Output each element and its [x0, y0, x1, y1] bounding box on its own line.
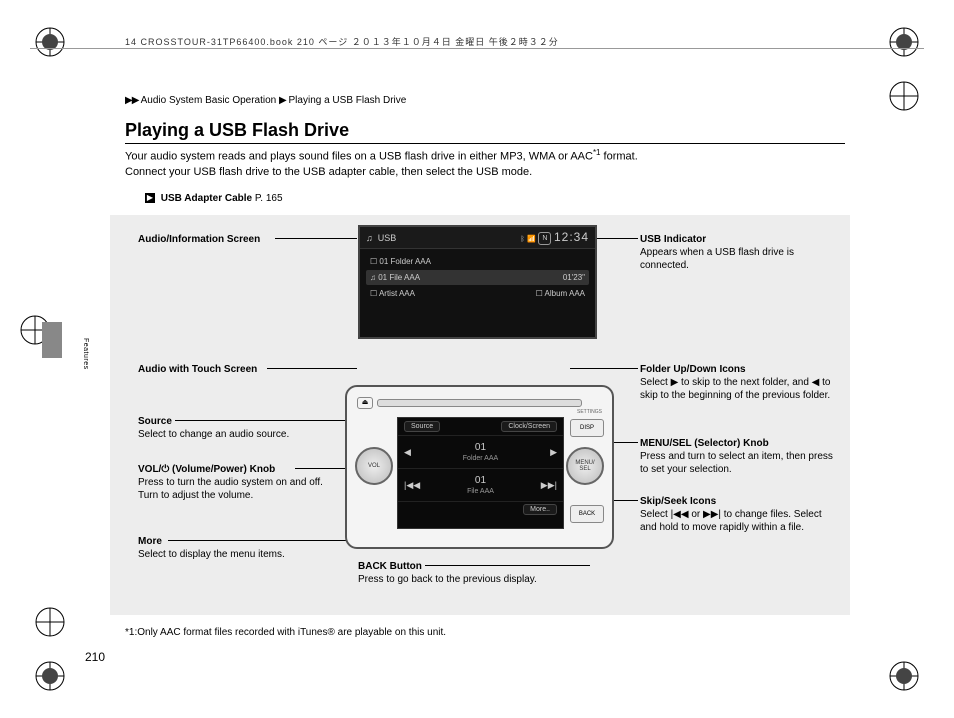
- leader-audio-info: [275, 238, 357, 239]
- screen1-row2-r: 01'23": [563, 273, 585, 282]
- file-number: 01: [467, 475, 494, 486]
- reference-label: USB Adapter Cable: [161, 193, 252, 204]
- breadcrumb-part1: Audio System Basic Operation: [141, 95, 277, 106]
- label-audio-info: Audio/Information Screen: [138, 233, 260, 246]
- figure-box: Audio/Information Screen Audio with Touc…: [110, 215, 850, 615]
- breadcrumb-arrow2: ▶: [279, 95, 286, 106]
- label-back: BACK Button Press to go back to the prev…: [358, 560, 608, 586]
- menu-sel-knob[interactable]: MENU/ SEL: [566, 447, 604, 485]
- crop-mark-left-3: [30, 602, 70, 642]
- breadcrumb-arrow1: ▶▶: [125, 95, 138, 106]
- disp-button[interactable]: DISP: [570, 419, 604, 437]
- folder-next-icon[interactable]: ▶: [550, 447, 557, 458]
- file-name: File AAA: [467, 488, 494, 495]
- settings-label: SETTINGS: [577, 409, 602, 415]
- page-number: 210: [85, 650, 105, 664]
- cd-slot: [377, 399, 582, 407]
- music-icon: ♫: [366, 233, 373, 243]
- skip-prev-icon[interactable]: |◀◀: [404, 480, 420, 491]
- leader-audio-touch: [267, 368, 357, 369]
- footnote: *1:Only AAC format files recorded with i…: [125, 627, 446, 638]
- back-button[interactable]: BACK: [570, 505, 604, 523]
- leader-back: [425, 565, 590, 566]
- touch-clock-button[interactable]: Clock/Screen: [501, 421, 557, 432]
- folder-prev-icon[interactable]: ◀: [404, 447, 411, 458]
- intro-line2: Connect your USB flash drive to the USB …: [125, 166, 532, 178]
- intro-line1: Your audio system reads and plays sound …: [125, 151, 593, 163]
- folder-name: Folder AAA: [463, 455, 498, 462]
- skip-next-icon[interactable]: ▶▶|: [541, 480, 557, 491]
- reference-link: ▶ USB Adapter Cable P. 165: [145, 193, 283, 204]
- crop-mark-top-left: [30, 22, 70, 62]
- screen1-row3-r: ☐ Album AAA: [536, 289, 585, 298]
- screen1-row3-l: ☐ Artist AAA: [370, 289, 415, 298]
- reference-icon: ▶: [145, 193, 155, 203]
- bt-icon: ᛒ: [521, 236, 525, 243]
- leader-folder: [570, 368, 638, 369]
- label-skip: Skip/Seek Icons Select |◀◀ or ▶▶| to cha…: [640, 495, 840, 534]
- breadcrumb-part2: Playing a USB Flash Drive: [289, 95, 407, 106]
- label-usb-indicator: USB Indicator Appears when a USB flash d…: [640, 233, 830, 272]
- crop-mark-bottom-left: [30, 656, 70, 696]
- label-source: Source Select to change an audio source.: [138, 415, 338, 441]
- eject-button[interactable]: ⏏: [357, 397, 373, 409]
- folder-number: 01: [463, 442, 498, 453]
- header-rule: [30, 48, 924, 49]
- book-header-line: 14 CROSSTOUR-31TP66400.book 210 ページ ２０１３…: [125, 35, 559, 48]
- audio-console: ⏏ VOL MENU/ SEL DISP SETTINGS BACK Sourc…: [345, 385, 614, 549]
- side-label: Features: [82, 338, 89, 370]
- clock-time: 12:34: [554, 230, 589, 244]
- reference-page: P. 165: [255, 193, 283, 204]
- breadcrumb: ▶▶ Audio System Basic Operation ▶ Playin…: [125, 95, 406, 106]
- label-more: More Select to display the menu items.: [138, 535, 338, 561]
- intro-line1b: format.: [601, 151, 638, 163]
- volume-knob[interactable]: VOL: [355, 447, 393, 485]
- page-title: Playing a USB Flash Drive: [125, 120, 845, 144]
- crop-mark-right-2: [884, 76, 924, 116]
- label-folder: Folder Up/Down Icons Select ▶ to skip to…: [640, 363, 840, 402]
- label-audio-touch: Audio with Touch Screen: [138, 363, 257, 376]
- intro-sup: *1: [593, 148, 601, 157]
- more-button[interactable]: More..: [523, 504, 557, 515]
- intro-text: Your audio system reads and plays sound …: [125, 148, 845, 179]
- screen1-row2-l: ♫ 01 File AAA: [370, 273, 420, 282]
- side-tab: [42, 322, 62, 358]
- screen1-row1: ☐ 01 Folder AAA: [370, 257, 431, 266]
- label-menu: MENU/SEL (Selector) Knob Press and turn …: [640, 437, 840, 476]
- touch-source-button[interactable]: Source: [404, 421, 440, 432]
- source-label: USB: [378, 233, 397, 243]
- crop-mark-bottom-right: [884, 656, 924, 696]
- signal-icon: 📶: [527, 236, 536, 243]
- n-indicator: N: [538, 232, 551, 245]
- touch-screen[interactable]: Source Clock/Screen ◀ 01 Folder AAA ▶ |◀…: [397, 417, 564, 529]
- crop-mark-top-right: [884, 22, 924, 62]
- audio-info-screen: ♫ USB ᛒ 📶 N 12:34 ☐ 01 Folder AAA ♫ 01 F…: [358, 225, 597, 339]
